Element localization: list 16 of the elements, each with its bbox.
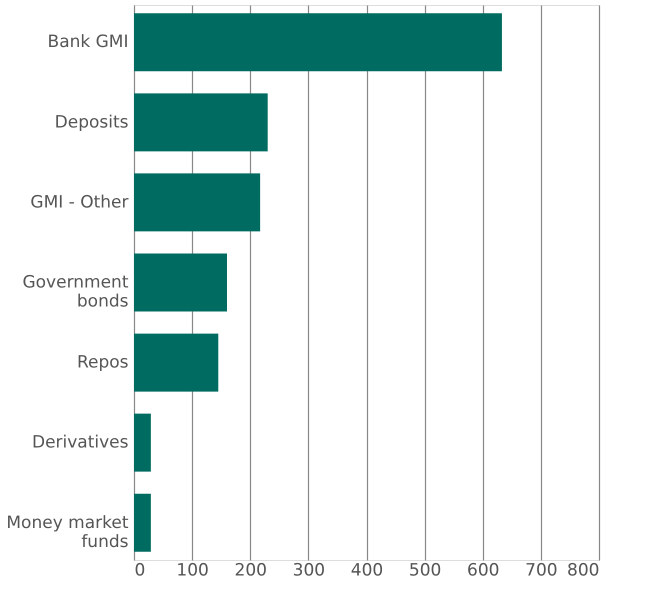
x-tick-label: 0 <box>134 560 146 580</box>
y-tick-label: Repos <box>76 352 129 373</box>
x-tick-label: 100 <box>176 560 209 580</box>
x-tick-label: 700 <box>525 560 558 580</box>
x-tick-label: 200 <box>234 560 267 580</box>
x-tick-label: 600 <box>467 560 500 580</box>
x-tick-label: 800 <box>567 560 600 580</box>
x-tick-label: 500 <box>408 560 442 580</box>
y-tick-label: Bank GMI <box>48 32 128 52</box>
y-tick-label: GMI - Other <box>30 192 128 212</box>
y-tick-label: Derivatives <box>32 432 129 453</box>
x-tick-label: 300 <box>292 560 326 580</box>
x-tick-label: 400 <box>350 560 384 580</box>
y-tick-label: Money market funds <box>6 512 129 552</box>
y-tick-label: Government bonds <box>22 272 129 312</box>
y-tick-label: Deposits <box>54 112 129 132</box>
